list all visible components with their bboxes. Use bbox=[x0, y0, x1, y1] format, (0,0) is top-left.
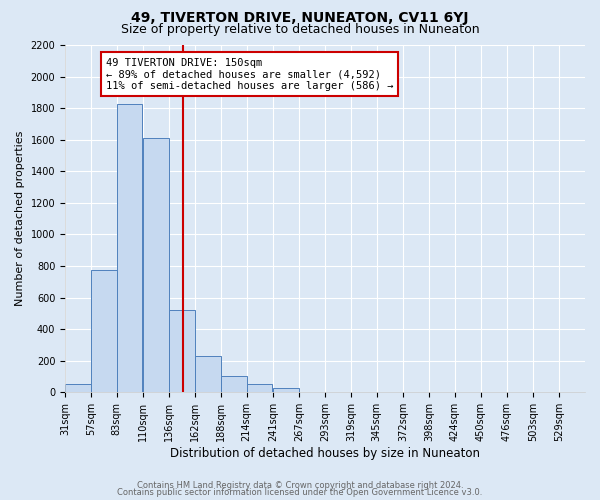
Bar bbox=[221, 376, 247, 392]
Bar bbox=[247, 384, 272, 392]
Bar bbox=[91, 270, 116, 392]
Bar bbox=[169, 310, 195, 392]
Text: Size of property relative to detached houses in Nuneaton: Size of property relative to detached ho… bbox=[121, 22, 479, 36]
Text: 49 TIVERTON DRIVE: 150sqm
← 89% of detached houses are smaller (4,592)
11% of se: 49 TIVERTON DRIVE: 150sqm ← 89% of detac… bbox=[106, 58, 393, 91]
Bar bbox=[116, 104, 142, 393]
Text: Contains public sector information licensed under the Open Government Licence v3: Contains public sector information licen… bbox=[118, 488, 482, 497]
Bar bbox=[143, 138, 169, 392]
Y-axis label: Number of detached properties: Number of detached properties bbox=[15, 131, 25, 306]
Text: Contains HM Land Registry data © Crown copyright and database right 2024.: Contains HM Land Registry data © Crown c… bbox=[137, 481, 463, 490]
Text: 49, TIVERTON DRIVE, NUNEATON, CV11 6YJ: 49, TIVERTON DRIVE, NUNEATON, CV11 6YJ bbox=[131, 11, 469, 25]
Bar bbox=[195, 356, 221, 393]
Bar bbox=[65, 384, 91, 392]
Bar bbox=[274, 388, 299, 392]
X-axis label: Distribution of detached houses by size in Nuneaton: Distribution of detached houses by size … bbox=[170, 447, 480, 460]
